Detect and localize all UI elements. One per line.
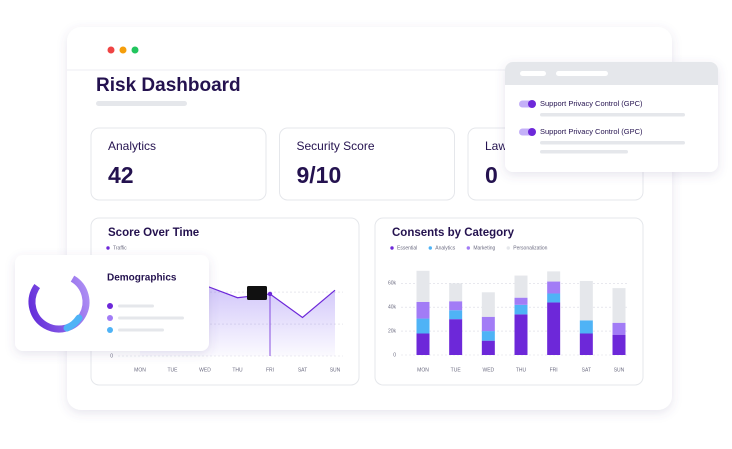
legend-dot <box>506 246 510 250</box>
chart-title: Score Over Time <box>108 227 199 239</box>
point <box>267 291 273 297</box>
stat-value: 0 <box>485 162 498 188</box>
bar-segment <box>449 310 463 320</box>
legend-dot <box>106 246 110 250</box>
stat-value: 9/10 <box>297 162 342 188</box>
card-title: Demographics <box>107 273 177 284</box>
bar-segment <box>612 334 626 355</box>
legend-label: Traffic <box>113 245 127 251</box>
x-tick-label: FRI <box>266 367 274 373</box>
legend-dot <box>466 246 471 250</box>
legend-label: Essential <box>397 245 417 251</box>
toggle-label: Support Privacy Control (GPC) <box>540 99 643 108</box>
y-tick-label: 20k <box>388 328 397 334</box>
bar-segment <box>514 275 528 298</box>
y-tick-label: 0 <box>110 353 113 359</box>
stat-label: Law <box>485 139 507 153</box>
donut-segment <box>63 314 83 332</box>
tooltip <box>247 285 267 300</box>
card <box>15 255 209 351</box>
legend-label: Personalization <box>513 245 547 251</box>
x-tick-label: THU <box>232 367 243 373</box>
page-title: Risk Dashboard <box>96 75 241 96</box>
x-tick-label: WED <box>482 367 494 373</box>
x-tick-label: MON <box>134 367 146 373</box>
bar-segment <box>612 288 626 323</box>
x-tick-label: TUE <box>168 367 179 373</box>
toggle-knob <box>528 100 536 108</box>
x-tick-label: SUN <box>614 367 625 373</box>
x-tick-label: THU <box>516 367 527 373</box>
placeholder <box>540 150 628 154</box>
placeholder <box>118 316 184 320</box>
stat-label: Analytics <box>108 139 156 153</box>
legend-dot <box>107 315 113 321</box>
window-dot <box>107 46 115 54</box>
x-tick-label: SAT <box>582 367 591 373</box>
bar-segment <box>481 331 495 341</box>
placeholder <box>520 71 546 76</box>
bar-segment <box>547 293 561 303</box>
x-tick-label: SAT <box>298 367 307 373</box>
bar-segment <box>481 340 495 355</box>
demographics-card: Demographics <box>15 255 209 351</box>
bar-segment <box>612 322 626 335</box>
stat-label: Security Score <box>297 139 375 153</box>
stat-card <box>279 127 455 201</box>
bar-segment <box>579 280 593 321</box>
donut-ring <box>28 271 90 333</box>
legend-dot <box>107 327 113 333</box>
placeholder <box>540 141 685 145</box>
bar-segment <box>514 314 528 355</box>
placeholder <box>556 71 608 76</box>
bar-segment <box>547 281 561 294</box>
popup-header <box>505 62 718 85</box>
bar-segment <box>579 333 593 355</box>
x-tick-label: WED <box>199 367 211 373</box>
placeholder <box>540 113 685 117</box>
bar-segment <box>579 320 593 334</box>
legend-dot <box>390 246 394 250</box>
chart-card <box>374 217 644 386</box>
legend-label: Marketing <box>473 245 495 251</box>
x-tick-label: SUN <box>330 367 341 373</box>
x-tick-label: MON <box>417 367 429 373</box>
bar-segment <box>416 318 430 334</box>
legend-label: Analytics <box>435 245 456 251</box>
bar-segment <box>514 297 528 305</box>
bar-segment <box>449 301 463 311</box>
chart-title: Consents by Category <box>392 227 515 239</box>
bar-segment <box>514 304 528 315</box>
placeholder <box>118 328 164 332</box>
legend-dot <box>428 246 432 250</box>
placeholder <box>96 101 187 106</box>
y-tick-label: 0 <box>393 352 396 358</box>
bar-segment <box>416 270 430 302</box>
privacy-popup: Support Privacy Control (GPC) Support Pri… <box>505 62 718 172</box>
stat-card <box>90 127 267 201</box>
bar-segment <box>449 319 463 355</box>
placeholder <box>118 304 154 308</box>
bar-segment <box>449 283 463 302</box>
toggle-knob <box>528 128 536 136</box>
x-tick-label: TUE <box>451 367 462 373</box>
window-dot <box>131 46 139 54</box>
legend-dot <box>107 303 113 309</box>
bar-segment <box>416 333 430 355</box>
bar-segment <box>481 316 495 332</box>
x-tick-label: FRI <box>550 367 558 373</box>
stat-value: 42 <box>108 162 134 188</box>
bar-segment <box>481 292 495 317</box>
bar-segment <box>547 302 561 355</box>
y-tick-label: 40k <box>388 305 397 311</box>
bar-segment <box>416 301 430 319</box>
toggle-label: Support Privacy Control (GPC) <box>540 127 643 136</box>
window-dot <box>119 46 127 54</box>
bar-segment <box>547 271 561 282</box>
y-tick-label: 60k <box>388 281 397 287</box>
